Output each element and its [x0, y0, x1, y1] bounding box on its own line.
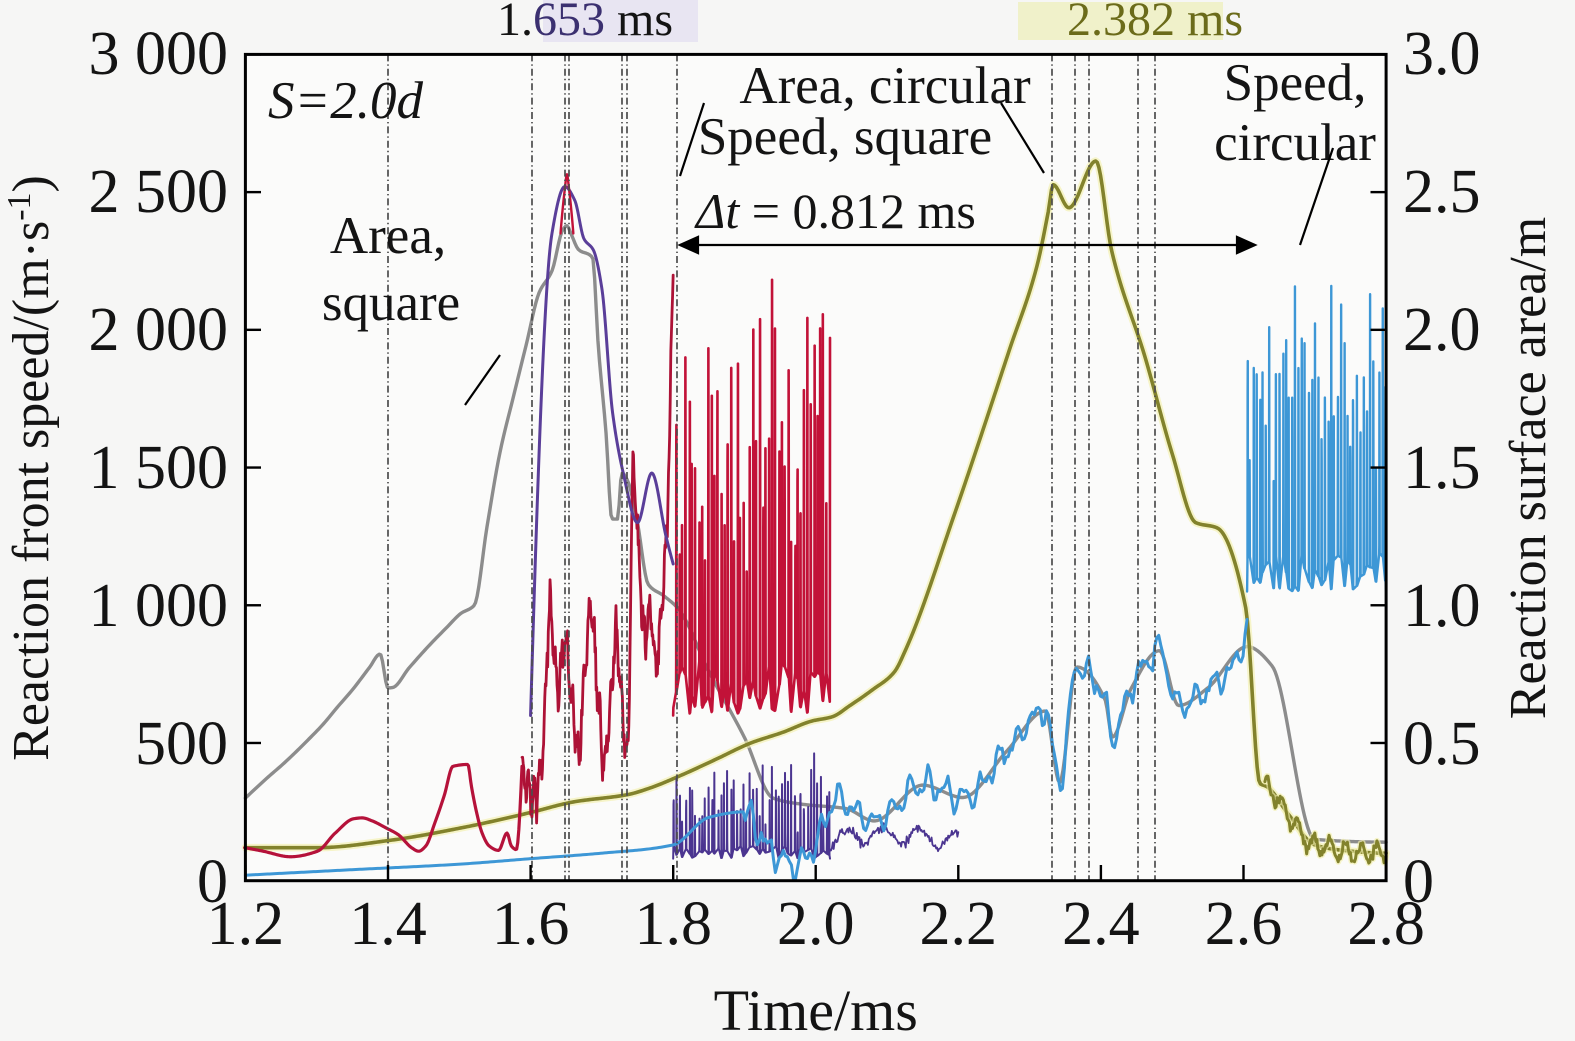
svg-text:Area, circular: Area, circular: [739, 57, 1031, 115]
svg-text:circular: circular: [1214, 114, 1376, 172]
svg-text:Reaction front speed/(m·s-1): Reaction front speed/(m·s-1): [1, 175, 61, 761]
svg-text:2.4: 2.4: [1062, 890, 1140, 958]
svg-text:500: 500: [135, 710, 228, 778]
svg-text:2.2: 2.2: [920, 890, 998, 958]
svg-text:2.0: 2.0: [777, 890, 855, 958]
svg-text:2.0: 2.0: [1403, 296, 1481, 364]
svg-text:S=2.0d: S=2.0d: [268, 72, 424, 130]
svg-text:Δt = 0.812 ms: Δt = 0.812 ms: [694, 183, 976, 239]
svg-text:2.6: 2.6: [1205, 890, 1283, 958]
svg-text:Speed,: Speed,: [1224, 54, 1367, 112]
svg-text:0: 0: [197, 848, 228, 916]
svg-text:2.5: 2.5: [1403, 158, 1481, 226]
svg-text:1.8: 1.8: [634, 890, 712, 958]
svg-text:1 000: 1 000: [89, 572, 229, 640]
svg-text:3.0: 3.0: [1403, 20, 1481, 88]
svg-text:2 500: 2 500: [89, 158, 229, 226]
svg-text:1.4: 1.4: [349, 890, 427, 958]
svg-text:0.5: 0.5: [1403, 710, 1481, 778]
svg-text:Time/ms: Time/ms: [714, 978, 918, 1041]
svg-text:1 500: 1 500: [89, 434, 229, 502]
svg-text:2.382 ms: 2.382 ms: [1067, 0, 1243, 46]
svg-text:square: square: [322, 274, 460, 332]
svg-text:1.6: 1.6: [492, 890, 570, 958]
svg-text:3 000: 3 000: [89, 20, 229, 88]
svg-text:Area,: Area,: [330, 207, 446, 265]
svg-text:1.0: 1.0: [1403, 572, 1481, 640]
svg-text:0: 0: [1403, 848, 1434, 916]
svg-text:2 000: 2 000: [89, 296, 229, 364]
svg-text:1.5: 1.5: [1403, 434, 1481, 502]
svg-text:Speed, square: Speed, square: [698, 108, 992, 166]
svg-text:Reaction surface area/m: Reaction surface area/m: [1500, 217, 1557, 719]
svg-text:1.653 ms: 1.653 ms: [497, 0, 673, 46]
